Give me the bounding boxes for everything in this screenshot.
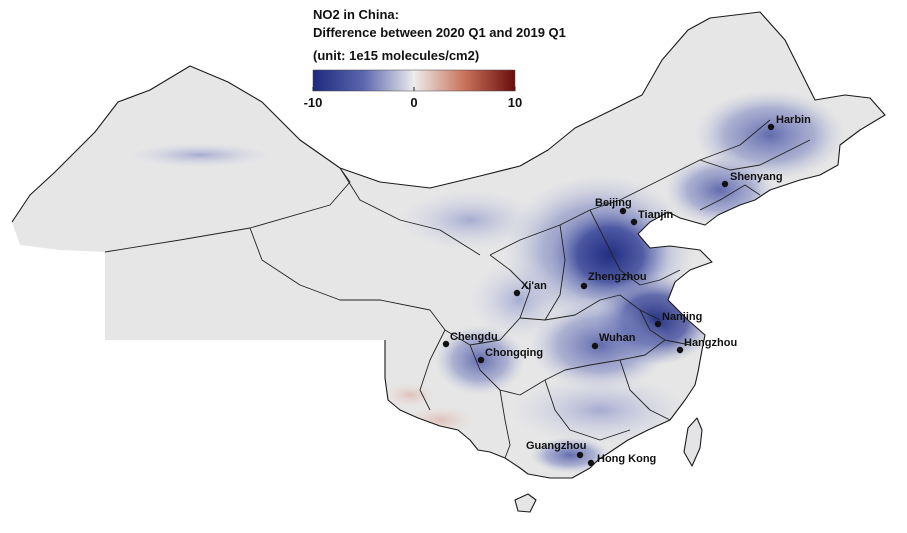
city-label: Hangzhou — [684, 337, 737, 349]
city-shenyang: Shenyang — [721, 171, 783, 188]
city-chongqing: Chongqing — [477, 347, 543, 364]
city-label: Zhengzhou — [588, 271, 647, 283]
city-nanjing: Nanjing — [654, 311, 702, 328]
city-label: Hong Kong — [597, 453, 656, 465]
colorbar-ticks: -10 0 10 — [304, 87, 522, 110]
anomaly-yunnan — [405, 406, 475, 434]
hainan-fill — [515, 494, 536, 512]
border-liaoning — [699, 184, 761, 211]
map-title-line1: NO2 in China: — [313, 7, 399, 22]
city-label: Harbin — [776, 114, 811, 126]
map-unit-label: (unit: 1e15 molecules/cm2) — [313, 48, 479, 63]
border-guizhou-guangxi — [499, 389, 511, 459]
map-title-line2: Difference between 2020 Q1 and 2019 Q1 — [313, 25, 566, 40]
taiwan-outline — [683, 417, 703, 467]
city-dot — [654, 320, 662, 328]
city-dot — [477, 356, 485, 364]
city-hong-kong: Hong Kong — [587, 453, 656, 467]
colorbar-tick-label: 10 — [508, 95, 522, 110]
border-yunnan — [419, 329, 446, 411]
border-gansu-mongolia — [339, 167, 481, 256]
city-dot — [619, 207, 627, 215]
city-label: Beijing — [595, 197, 632, 209]
border-anhui-zhejiang — [639, 309, 691, 346]
border-xinjiang-south — [104, 167, 351, 253]
city-dot — [580, 282, 588, 290]
city-label: Xi'an — [521, 280, 547, 292]
border-qinghai-tibet — [249, 227, 431, 311]
border-hebei-shandong — [589, 209, 681, 286]
border-shanxi — [544, 224, 566, 321]
city-label: Shenyang — [730, 171, 783, 183]
city-dot — [676, 346, 684, 354]
city-dot — [767, 123, 775, 131]
anomaly-central-china — [530, 300, 670, 390]
border-fujian — [619, 359, 671, 421]
city-guangzhou: Guangzhou — [526, 440, 587, 459]
border-jilin-heilongjiang — [699, 139, 811, 171]
anomaly-northwest — [130, 143, 270, 167]
anomaly-southwest — [385, 383, 435, 407]
city-dot — [630, 218, 638, 226]
city-dot — [591, 342, 599, 350]
city-dot — [442, 340, 450, 348]
anomaly-inner-mongolia — [400, 190, 540, 250]
colorbar: -10 0 10 — [304, 69, 522, 110]
city-chengdu: Chengdu — [442, 331, 498, 348]
border-sichuan — [429, 254, 531, 346]
hainan-outline — [514, 493, 537, 513]
colorbar-tick-label: 0 — [410, 95, 417, 110]
city-xian: Xi'an — [513, 280, 547, 297]
city-label: Nanjing — [662, 311, 702, 323]
province-borders — [11, 11, 886, 513]
city-dot — [587, 459, 595, 467]
city-label: Tianjin — [638, 209, 674, 221]
city-beijing: Beijing — [595, 197, 632, 215]
taiwan-fill — [684, 418, 702, 466]
border-guangdong — [544, 379, 631, 441]
city-label: Wuhan — [599, 332, 636, 344]
colorbar-tick-label: -10 — [304, 95, 323, 110]
city-label: Guangzhou — [526, 440, 587, 452]
city-hangzhou: Hangzhou — [676, 337, 737, 354]
city-harbin: Harbin — [767, 114, 811, 131]
city-dot — [513, 289, 521, 297]
border-inner-mongolia — [489, 119, 771, 256]
city-label: Chengdu — [450, 331, 498, 343]
city-tianjin: Tianjin — [630, 209, 674, 226]
city-dot — [576, 451, 584, 459]
city-dot — [721, 180, 729, 188]
anomaly-south-china — [510, 375, 690, 445]
city-markers: Harbin Shenyang Beijing Tianjin Zhengzho… — [442, 114, 811, 467]
city-wuhan: Wuhan — [591, 332, 636, 350]
national-border — [11, 11, 886, 479]
city-zhengzhou: Zhengzhou — [580, 271, 647, 290]
border-hunan-jiangxi — [469, 339, 666, 396]
city-label: Chongqing — [485, 347, 543, 359]
